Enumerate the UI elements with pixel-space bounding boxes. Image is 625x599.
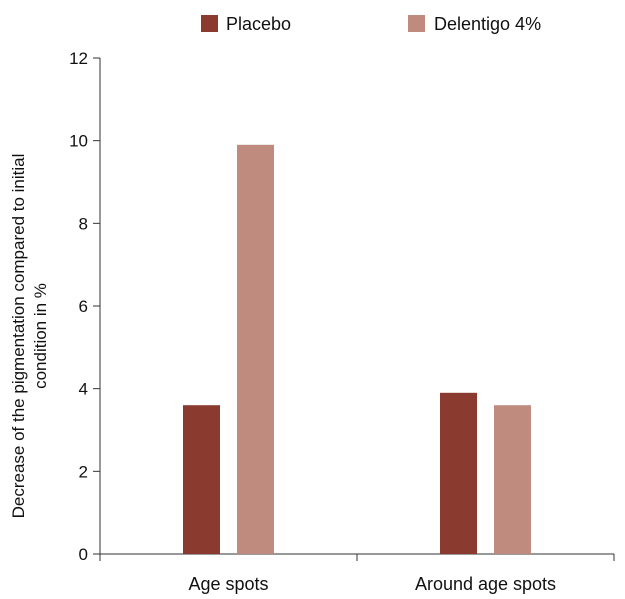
y-tick-label: 4 bbox=[79, 380, 88, 399]
legend-label: Placebo bbox=[226, 14, 291, 34]
bar bbox=[440, 392, 477, 554]
y-tick-label: 2 bbox=[79, 462, 88, 481]
y-tick-label: 10 bbox=[69, 132, 88, 151]
legend-swatch bbox=[408, 15, 425, 32]
x-axis-labels: Age spots Around age spots bbox=[188, 574, 556, 594]
y-tick-label: 0 bbox=[79, 545, 88, 564]
legend-label: Delentigo 4% bbox=[434, 14, 541, 34]
axes: 0 2 4 6 8 10 12 bbox=[69, 49, 615, 564]
legend-swatch bbox=[201, 15, 218, 32]
y-axis-label: Decrease of the pigmentation compared to… bbox=[9, 154, 50, 519]
bar bbox=[183, 405, 220, 554]
bars bbox=[183, 144, 531, 555]
y-axis-title-line: Decrease of the pigmentation compared to… bbox=[9, 154, 28, 519]
bar bbox=[494, 405, 531, 554]
y-tick-label: 12 bbox=[69, 49, 88, 68]
y-axis-title-line: condition in % bbox=[31, 283, 50, 389]
x-category-label: Age spots bbox=[188, 574, 268, 594]
y-tick-label: 6 bbox=[79, 297, 88, 316]
y-tick-label: 8 bbox=[79, 214, 88, 233]
legend: Placebo Delentigo 4% bbox=[201, 14, 541, 34]
x-category-label: Around age spots bbox=[415, 574, 556, 594]
bar bbox=[237, 144, 274, 555]
